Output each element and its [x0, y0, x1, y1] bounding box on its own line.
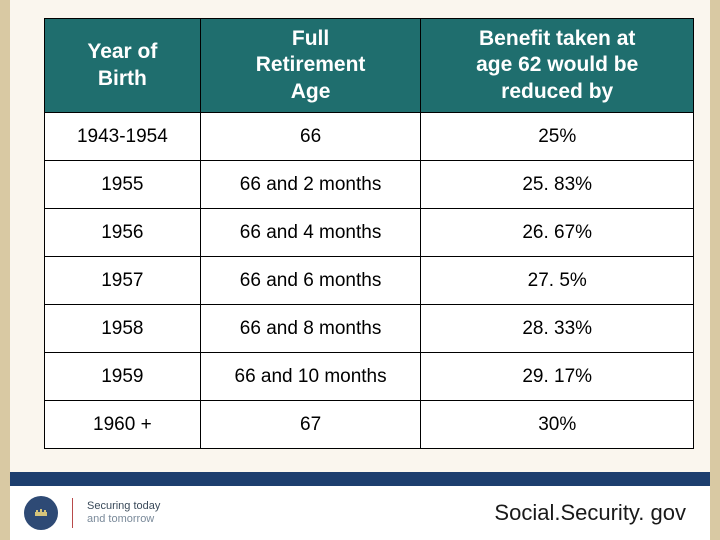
cell-reduction: 25. 83%	[421, 161, 694, 209]
cell-fra: 66 and 4 months	[200, 209, 421, 257]
cell-fra: 66 and 10 months	[200, 353, 421, 401]
footer: Securing today and tomorrow Social.Secur…	[10, 486, 710, 540]
site-url: Social.Security. gov	[494, 500, 686, 526]
col-benefit-reduction: Benefit taken atage 62 would bereduced b…	[421, 19, 694, 113]
cell-reduction: 28. 33%	[421, 305, 694, 353]
cell-year: 1959	[45, 353, 201, 401]
slide-frame: Year ofBirth FullRetirementAge Benefit t…	[0, 0, 720, 540]
cell-year: 1956	[45, 209, 201, 257]
cell-reduction: 26. 67%	[421, 209, 694, 257]
cell-reduction: 25%	[421, 113, 694, 161]
cell-reduction: 29. 17%	[421, 353, 694, 401]
table-row: 1956 66 and 4 months 26. 67%	[45, 209, 694, 257]
retirement-age-table: Year ofBirth FullRetirementAge Benefit t…	[44, 18, 694, 449]
tagline: Securing today and tomorrow	[87, 500, 160, 526]
table-row: 1957 66 and 6 months 27. 5%	[45, 257, 694, 305]
cell-fra: 66	[200, 113, 421, 161]
logo-block: Securing today and tomorrow	[24, 496, 160, 530]
accent-bar	[10, 472, 710, 486]
table-row: 1958 66 and 8 months 28. 33%	[45, 305, 694, 353]
col-full-retirement-age: FullRetirementAge	[200, 19, 421, 113]
seal-svg	[31, 503, 51, 523]
cell-fra: 66 and 2 months	[200, 161, 421, 209]
cell-reduction: 30%	[421, 401, 694, 449]
cell-year: 1955	[45, 161, 201, 209]
cell-fra: 67	[200, 401, 421, 449]
cell-year: 1958	[45, 305, 201, 353]
retirement-age-table-wrap: Year ofBirth FullRetirementAge Benefit t…	[44, 18, 694, 449]
table-row: 1959 66 and 10 months 29. 17%	[45, 353, 694, 401]
cell-year: 1957	[45, 257, 201, 305]
table-row: 1960 + 67 30%	[45, 401, 694, 449]
cell-year: 1960 +	[45, 401, 201, 449]
table-row: 1943-1954 66 25%	[45, 113, 694, 161]
table-header-row: Year ofBirth FullRetirementAge Benefit t…	[45, 19, 694, 113]
cell-fra: 66 and 6 months	[200, 257, 421, 305]
cell-fra: 66 and 8 months	[200, 305, 421, 353]
logo-divider	[72, 498, 73, 528]
table-row: 1955 66 and 2 months 25. 83%	[45, 161, 694, 209]
cell-reduction: 27. 5%	[421, 257, 694, 305]
col-year-of-birth: Year ofBirth	[45, 19, 201, 113]
tagline-line2: and tomorrow	[87, 513, 160, 526]
ssa-seal-icon	[24, 496, 58, 530]
cell-year: 1943-1954	[45, 113, 201, 161]
tagline-line1: Securing today	[87, 500, 160, 513]
table-body: 1943-1954 66 25% 1955 66 and 2 months 25…	[45, 113, 694, 449]
